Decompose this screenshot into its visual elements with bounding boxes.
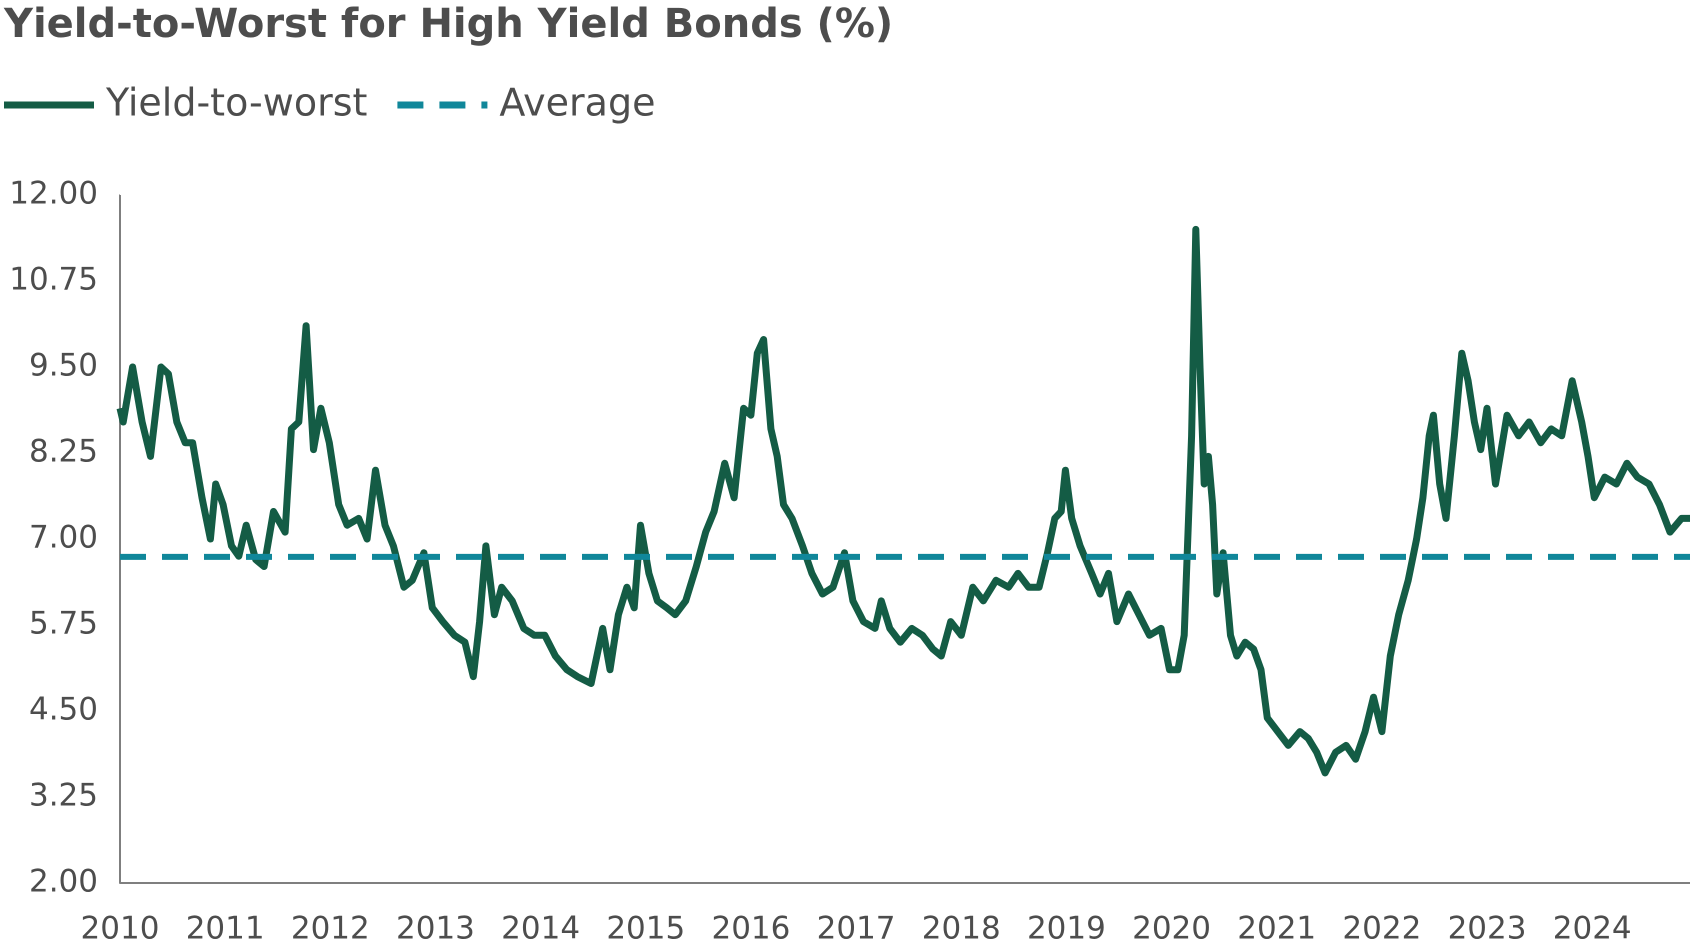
x-tick-label: 2018: [922, 911, 1001, 947]
x-tick-label: 2019: [1027, 911, 1106, 947]
x-tick-label: 2017: [817, 911, 896, 947]
x-tick-label: 2015: [606, 911, 685, 947]
x-tick-label: 2021: [1237, 911, 1316, 947]
y-tick-label: 7.00: [29, 520, 98, 556]
series-line: [116, 225, 1690, 777]
x-tick-label: 2024: [1553, 911, 1632, 947]
y-tick-label: 5.75: [29, 606, 98, 642]
x-tick-label: 2012: [291, 911, 370, 947]
x-tick-label: 2016: [711, 911, 790, 947]
x-tick-label: 2022: [1342, 911, 1421, 947]
y-tick-label: 10.75: [9, 262, 98, 298]
x-tick-label: 2014: [501, 911, 580, 947]
legend-label: Average: [499, 81, 655, 125]
y-tick-label: 2.00: [29, 864, 98, 900]
y-tick-label: 4.50: [29, 692, 98, 728]
x-tick-label: 2023: [1448, 911, 1527, 947]
x-tick-label: 2013: [396, 911, 475, 947]
y-tick-label: 9.50: [29, 348, 98, 384]
x-tick-label: 2010: [81, 911, 160, 947]
y-tick-label: 8.25: [29, 434, 98, 470]
y-tick-label: 12.00: [9, 176, 98, 212]
x-tick-label: 2011: [186, 911, 265, 947]
legend-label: Yield-to-worst: [105, 81, 367, 125]
x-tick-label: 2020: [1132, 911, 1211, 947]
chart-title: Yield-to-Worst for High Yield Bonds (%): [3, 1, 893, 47]
y-tick-label: 3.25: [29, 778, 98, 814]
